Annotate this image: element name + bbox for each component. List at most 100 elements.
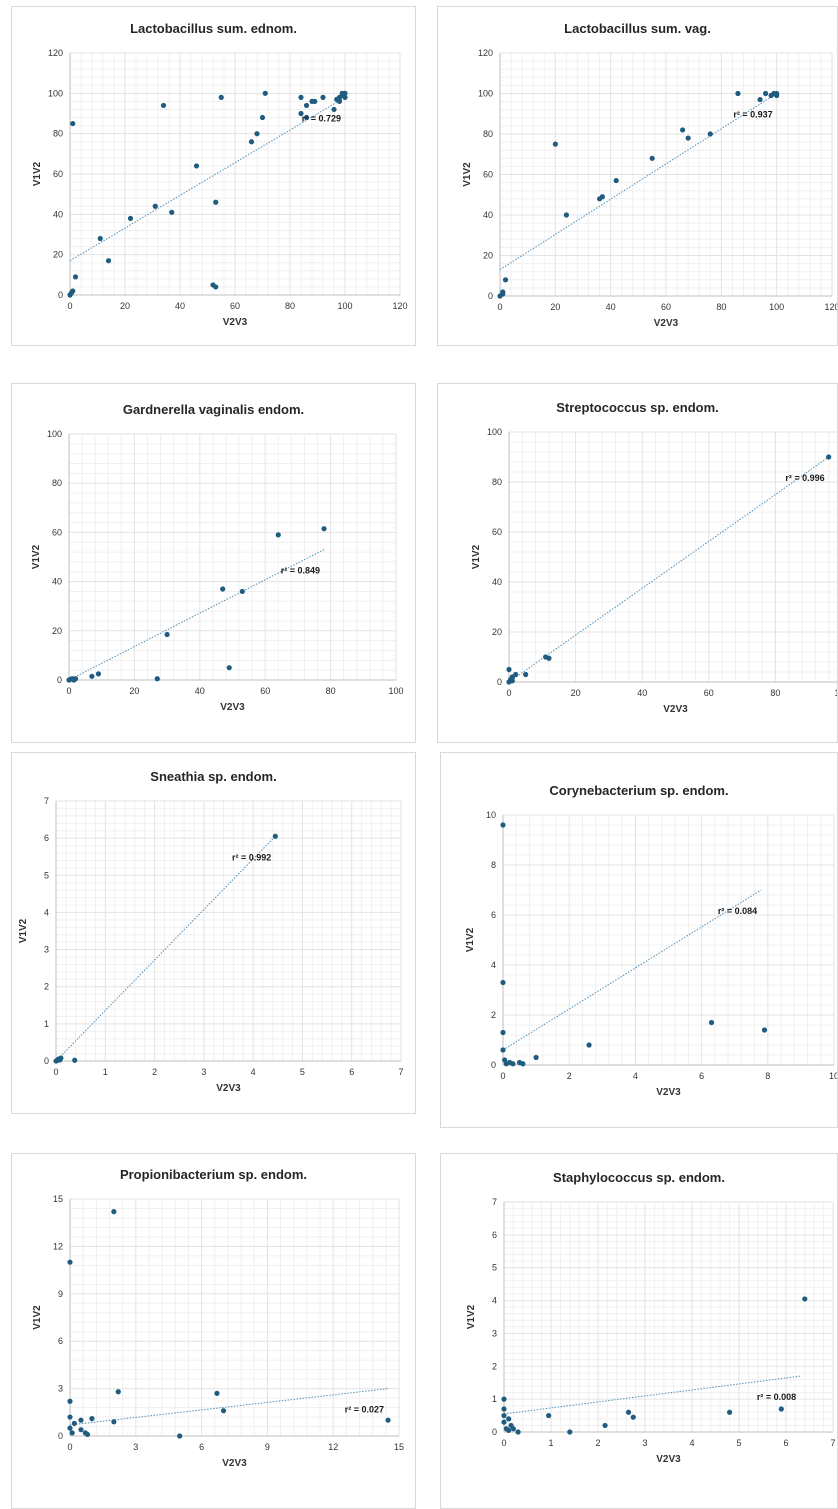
data-point — [220, 1408, 227, 1414]
y-tick-label: 6 — [44, 833, 49, 843]
chart-panel: Propionibacterium sp. endom. 0 3 6 9 12 15 0 3 6 9… — [11, 1153, 416, 1509]
data-point — [563, 212, 569, 218]
data-point — [275, 532, 281, 538]
trendline — [508, 456, 829, 683]
data-point — [708, 1019, 715, 1026]
x-tick-label: 120 — [392, 301, 407, 311]
y-tick-label: 12 — [53, 1241, 63, 1251]
y-tick-label: 0 — [58, 290, 63, 300]
data-point — [625, 1409, 632, 1415]
x-tick-label: 80 — [326, 686, 336, 696]
x-tick-label: 10 — [829, 1071, 838, 1081]
x-tick-label: 20 — [129, 686, 139, 696]
chart-title: Lactobacillus sum. ednom. — [130, 21, 297, 36]
data-point — [84, 1431, 91, 1438]
chart-panel: Lactobacillus sum. ednom. 0 20 40 60 80 100 120… — [11, 6, 416, 346]
data-point — [502, 277, 509, 283]
data-point — [523, 671, 529, 678]
y-axis-label: V1V2 — [465, 927, 476, 952]
data-point — [127, 215, 134, 221]
data-point — [160, 102, 167, 109]
y-tick-label: 4 — [492, 1296, 497, 1306]
data-point — [213, 284, 219, 290]
minor-gridlines — [56, 801, 401, 1061]
x-tick-label: 1 — [548, 1438, 553, 1448]
x-axis-label: V2V3 — [222, 1458, 247, 1469]
trendline — [502, 889, 762, 1051]
data-point — [298, 110, 304, 117]
y-tick-label: 60 — [492, 527, 502, 537]
x-tick-label: 100 — [834, 688, 838, 698]
data-point — [500, 289, 506, 295]
minor-gridlines — [69, 434, 396, 680]
data-point — [67, 1259, 73, 1265]
chart-title: Lactobacillus sum. vag. — [564, 21, 711, 36]
y-tick-label: 6 — [492, 1230, 497, 1240]
data-point — [331, 106, 337, 113]
x-tick-label: 3 — [201, 1067, 206, 1077]
data-point — [89, 673, 95, 679]
data-point — [500, 979, 506, 986]
x-tick-label: 4 — [251, 1067, 256, 1077]
data-point — [735, 90, 741, 97]
data-point — [546, 1412, 552, 1419]
data-point — [649, 155, 655, 161]
y-tick-label: 100 — [487, 427, 502, 437]
data-point — [111, 1209, 117, 1215]
data-point — [506, 1416, 512, 1422]
data-point — [67, 1425, 73, 1431]
data-point — [298, 94, 304, 100]
r-squared-label: r² = 0.996 — [785, 473, 824, 483]
data-point — [602, 1422, 608, 1429]
x-tick-label: 8 — [765, 1071, 770, 1081]
y-tick-label: 100 — [478, 89, 493, 99]
data-point — [226, 665, 232, 671]
r-squared-label: r² = 0.084 — [718, 906, 757, 916]
y-tick-label: 0 — [58, 1431, 63, 1441]
data-point — [95, 671, 102, 677]
data-point — [510, 1426, 516, 1432]
data-point — [510, 1061, 516, 1067]
x-tick-label: 9 — [265, 1442, 270, 1452]
x-tick-label: 5 — [736, 1438, 741, 1448]
data-point — [546, 655, 552, 661]
x-tick-label: 60 — [661, 302, 671, 312]
y-tick-label: 4 — [44, 907, 49, 917]
x-tick-label: 0 — [53, 1067, 58, 1077]
data-point — [69, 1430, 75, 1436]
data-point — [248, 139, 255, 145]
data-point — [312, 98, 318, 104]
data-point — [757, 96, 763, 103]
data-point — [214, 1390, 220, 1396]
x-tick-label: 2 — [152, 1067, 157, 1077]
trendline — [69, 1388, 389, 1426]
x-tick-label: 2 — [595, 1438, 600, 1448]
y-axis-label: V1V2 — [462, 162, 473, 187]
x-tick-label: 15 — [394, 1442, 404, 1452]
y-tick-label: 100 — [47, 429, 62, 439]
data-point — [259, 114, 266, 121]
y-tick-label: 2 — [491, 1010, 496, 1020]
data-point — [218, 94, 224, 100]
y-axis-label: V1V2 — [32, 1305, 43, 1330]
y-tick-label: 1 — [492, 1394, 497, 1404]
x-tick-label: 3 — [642, 1438, 647, 1448]
data-point — [763, 90, 769, 97]
y-tick-label: 5 — [492, 1263, 497, 1273]
y-tick-label: 60 — [52, 527, 62, 537]
y-tick-label: 40 — [53, 209, 63, 219]
minor-gridlines — [503, 815, 834, 1065]
y-tick-label: 0 — [44, 1056, 49, 1066]
x-tick-label: 60 — [260, 686, 270, 696]
minor-gridlines — [509, 432, 837, 682]
y-tick-label: 5 — [44, 870, 49, 880]
trendline — [69, 96, 346, 262]
data-point — [152, 203, 158, 209]
chart-title: Gardnerella vaginalis endom. — [122, 402, 305, 417]
data-point — [727, 1409, 733, 1415]
y-tick-label: 20 — [483, 251, 493, 261]
x-tick-label: 2 — [567, 1071, 572, 1081]
data-point — [70, 120, 76, 127]
data-point — [500, 822, 506, 828]
data-point — [342, 94, 348, 100]
